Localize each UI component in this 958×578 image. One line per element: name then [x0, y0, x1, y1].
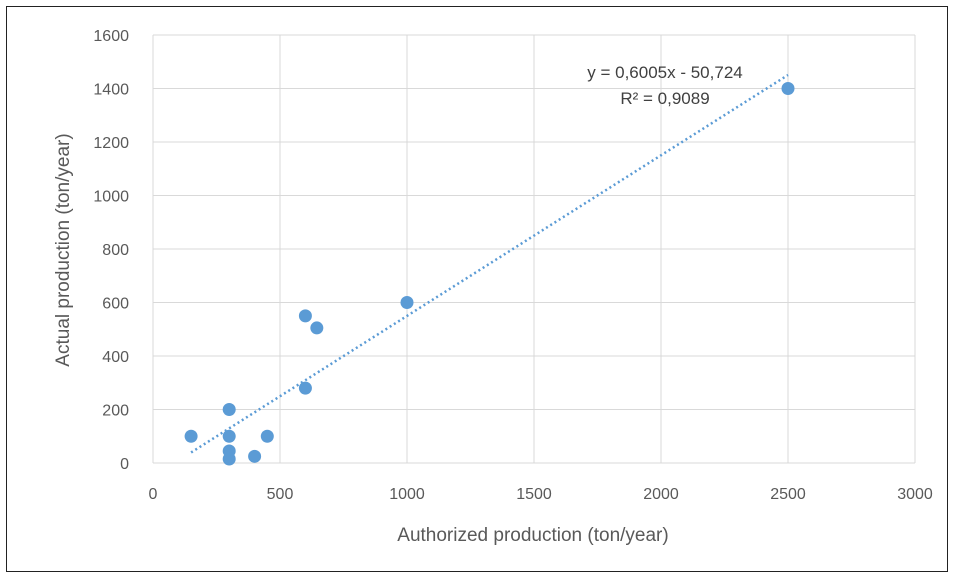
- data-point: [261, 430, 274, 443]
- y-axis-title: Actual production (ton/year): [53, 133, 74, 366]
- y-tick-label: 600: [102, 296, 129, 313]
- x-tick-label: 1500: [516, 486, 552, 503]
- y-tick-label: 0: [120, 456, 129, 473]
- data-point: [185, 430, 198, 443]
- x-tick-label: 2500: [770, 486, 806, 503]
- x-tick-label: 500: [267, 486, 294, 503]
- x-tick-label: 3000: [897, 486, 933, 503]
- data-point: [299, 382, 312, 395]
- trendline: [191, 75, 788, 452]
- data-point: [299, 309, 312, 322]
- x-tick-label: 1000: [389, 486, 425, 503]
- data-points: [185, 82, 795, 465]
- data-point: [223, 452, 236, 465]
- data-point: [223, 430, 236, 443]
- grid-lines: [153, 35, 915, 463]
- x-tick-labels: 0 500 1000 1500 2000 2500 3000: [149, 486, 933, 503]
- data-point: [782, 82, 795, 95]
- data-point: [401, 296, 414, 309]
- y-tick-label: 1000: [93, 189, 129, 206]
- trendline-equation: y = 0,6005x - 50,724: [587, 63, 742, 82]
- trendline-group: [191, 75, 788, 452]
- x-tick-label: 2000: [643, 486, 679, 503]
- x-tick-label: 0: [149, 486, 158, 503]
- y-tick-label: 1400: [93, 82, 129, 99]
- x-axis-title: Authorized production (ton/year): [397, 525, 668, 546]
- y-tick-label: 1600: [93, 28, 129, 45]
- y-tick-label: 400: [102, 349, 129, 366]
- data-point: [310, 321, 323, 334]
- trendline-r2: R² = 0,9089: [620, 89, 709, 108]
- data-point: [223, 403, 236, 416]
- y-tick-label: 200: [102, 403, 129, 420]
- y-tick-label: 1200: [93, 135, 129, 152]
- y-tick-label: 800: [102, 242, 129, 259]
- data-point: [248, 450, 261, 463]
- y-tick-labels: 0 200 400 600 800 1000 1200 1400 1600: [93, 28, 129, 473]
